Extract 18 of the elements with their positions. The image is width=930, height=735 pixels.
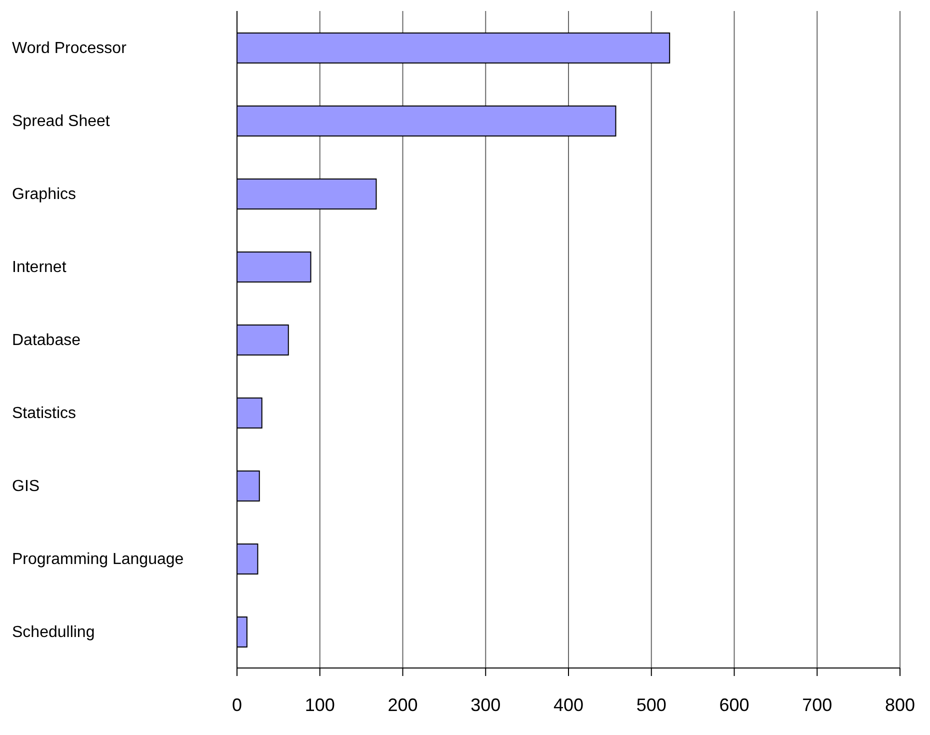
y-tick-label: Internet xyxy=(12,259,67,276)
y-tick-label: Word Processor xyxy=(12,40,128,58)
y-tick-label: Schedulling xyxy=(12,624,95,642)
x-tick-label: 700 xyxy=(802,694,832,715)
y-tick-label: Statistics xyxy=(12,405,76,422)
y-tick-label: Database xyxy=(12,332,81,350)
x-tick-label: 300 xyxy=(470,694,501,715)
x-tick-label: 100 xyxy=(304,694,335,715)
x-tick-label: 800 xyxy=(884,694,916,715)
y-tick-label: Graphics xyxy=(12,186,76,204)
x-tick-label: 500 xyxy=(636,694,666,715)
x-tick-label: 400 xyxy=(553,694,584,715)
x-tick-label: 600 xyxy=(719,694,750,715)
y-tick-label: Spread Sheet xyxy=(12,113,110,130)
y-tick-label: GIS xyxy=(12,478,40,496)
y-tick-label: Programming Language xyxy=(12,551,184,568)
x-tick-label: 200 xyxy=(388,694,418,715)
x-tick-label: 0 xyxy=(232,694,242,715)
